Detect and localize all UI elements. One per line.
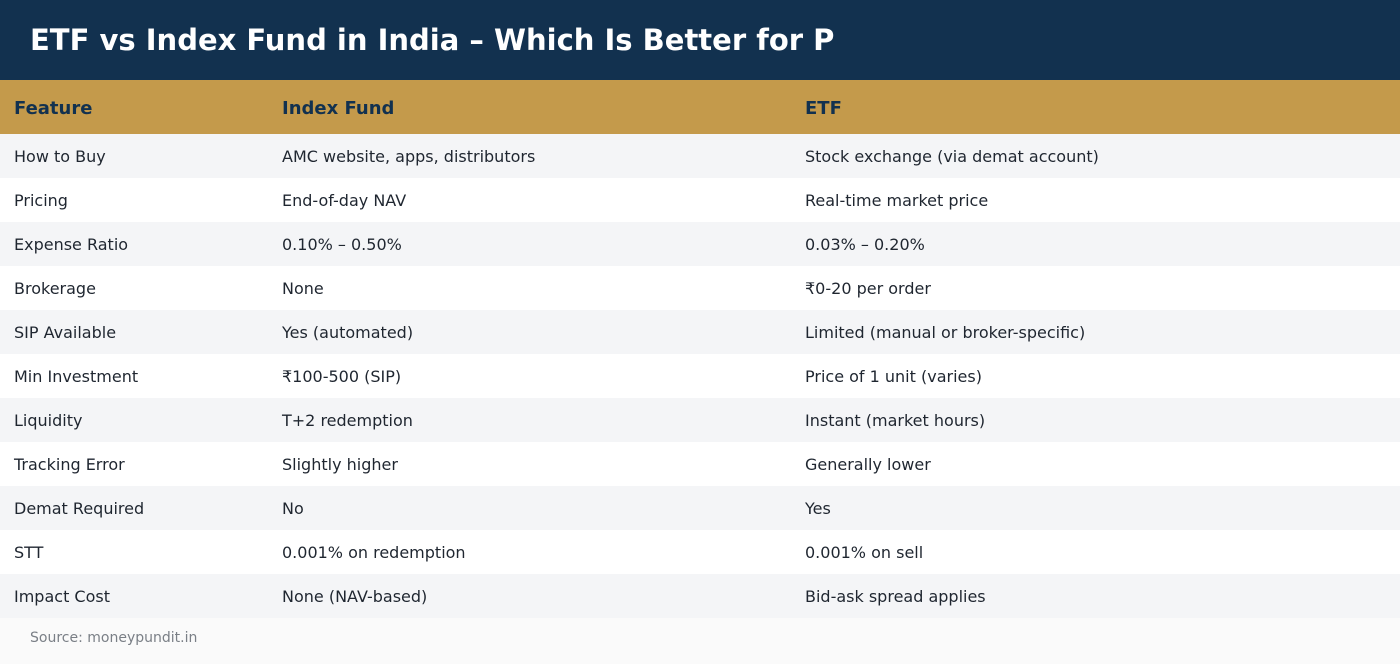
index-fund-cell: AMC website, apps, distributors	[282, 146, 536, 166]
feature-cell: Expense Ratio	[14, 234, 129, 254]
etf-cell: Yes	[805, 498, 831, 518]
etf-cell: Limited (manual or broker-specific)	[805, 322, 1086, 342]
index-fund-cell: Yes (automated)	[282, 322, 414, 342]
table-row: Demat Required No Yes	[0, 486, 1400, 530]
etf-cell: Generally lower	[805, 454, 931, 474]
index-fund-cell: 0.10% – 0.50%	[282, 234, 402, 254]
table-row: Pricing End-of-day NAV Real-time market …	[0, 178, 1400, 222]
index-fund-cell: ₹100-500 (SIP)	[282, 366, 402, 386]
column-header-feature: Feature	[14, 98, 93, 119]
feature-cell: SIP Available	[14, 322, 117, 342]
etf-cell: Price of 1 unit (varies)	[805, 366, 982, 386]
etf-cell: Real-time market price	[805, 190, 989, 210]
index-fund-cell: None	[282, 278, 324, 298]
table-row: Expense Ratio 0.10% – 0.50% 0.03% – 0.20…	[0, 222, 1400, 266]
etf-cell: Instant (market hours)	[805, 410, 986, 430]
page-title: ETF vs Index Fund in India – Which Is Be…	[0, 0, 1400, 80]
index-fund-cell: End-of-day NAV	[282, 190, 407, 210]
table-row: How to Buy AMC website, apps, distributo…	[0, 134, 1400, 178]
table-row: Brokerage None ₹0-20 per order	[0, 266, 1400, 310]
etf-cell: Stock exchange (via demat account)	[805, 146, 1099, 166]
index-fund-cell: T+2 redemption	[282, 410, 413, 430]
etf-cell: ₹0-20 per order	[805, 278, 931, 298]
etf-cell: 0.001% on sell	[805, 542, 924, 562]
index-fund-cell: Slightly higher	[282, 454, 398, 474]
table-row: Min Investment ₹100-500 (SIP) Price of 1…	[0, 354, 1400, 398]
index-fund-cell: No	[282, 498, 304, 518]
feature-cell: How to Buy	[14, 146, 106, 166]
comparison-table: Feature Index Fund ETF How to Buy AMC we…	[0, 80, 1400, 618]
table-row: SIP Available Yes (automated) Limited (m…	[0, 310, 1400, 354]
feature-cell: Liquidity	[14, 410, 83, 430]
feature-cell: STT	[14, 542, 44, 562]
feature-cell: Tracking Error	[14, 454, 125, 474]
feature-cell: Min Investment	[14, 366, 139, 386]
feature-cell: Demat Required	[14, 498, 145, 518]
feature-cell: Brokerage	[14, 278, 96, 298]
etf-cell: Bid-ask spread applies	[805, 586, 986, 606]
column-header-etf: ETF	[805, 98, 842, 119]
feature-cell: Pricing	[14, 190, 68, 210]
table-row: Liquidity T+2 redemption Instant (market…	[0, 398, 1400, 442]
table-row: Impact Cost None (NAV-based) Bid-ask spr…	[0, 574, 1400, 618]
index-fund-cell: 0.001% on redemption	[282, 542, 466, 562]
feature-cell: Impact Cost	[14, 586, 110, 606]
table-row: STT 0.001% on redemption 0.001% on sell	[0, 530, 1400, 574]
index-fund-cell: None (NAV-based)	[282, 586, 428, 606]
column-header-index-fund: Index Fund	[282, 98, 395, 119]
table-row: Tracking Error Slightly higher Generally…	[0, 442, 1400, 486]
source-note: Source: moneypundit.in	[30, 630, 198, 646]
table-header-row: Feature Index Fund ETF	[0, 80, 1400, 134]
etf-cell: 0.03% – 0.20%	[805, 234, 925, 254]
